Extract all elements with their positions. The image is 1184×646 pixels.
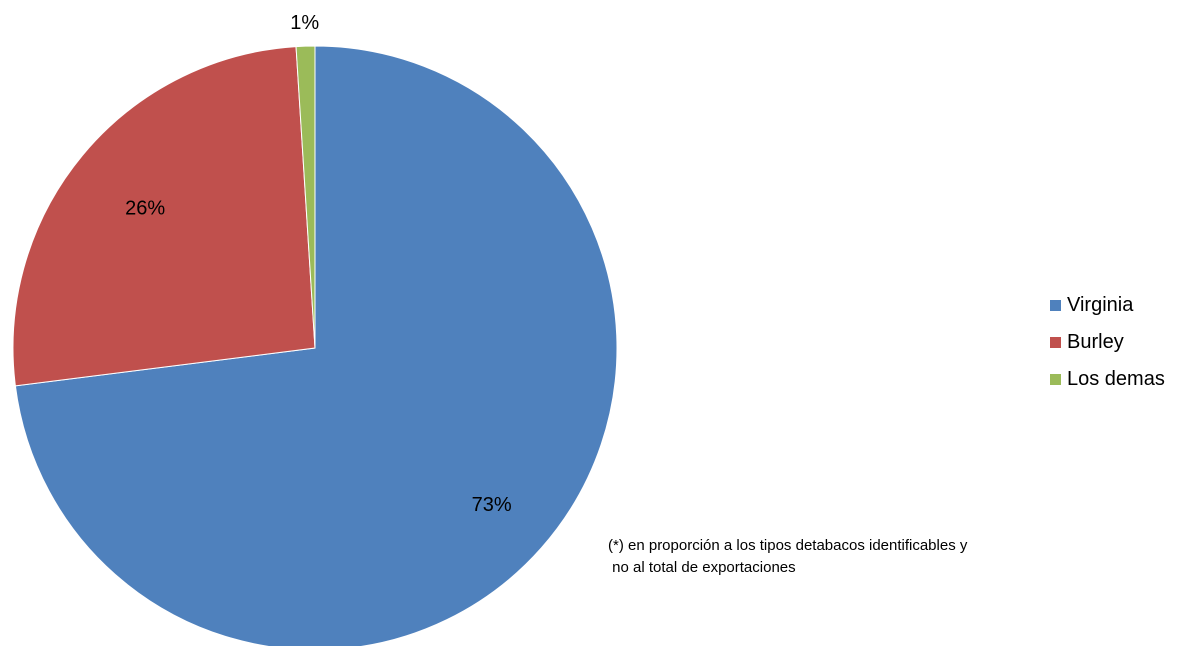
legend-swatch-burley (1050, 337, 1061, 348)
pie-slices (12, 45, 618, 646)
data-label-burley: 26% (125, 197, 165, 219)
legend-item-virginia: Virginia (1050, 287, 1180, 324)
legend-label-burley: Burley (1067, 331, 1124, 353)
pie-slice-los-demas (295, 45, 316, 349)
pie-data-labels: 73% 26% 1% (125, 12, 512, 516)
legend-swatch-los-demas (1050, 374, 1061, 385)
footnote-line-1: (*) en proporción a los tipos detabacos … (608, 537, 968, 554)
data-label-los-demas: 1% (290, 12, 319, 34)
footnote-line-2: no al total de exportaciones (608, 559, 796, 576)
legend-label-virginia: Virginia (1067, 294, 1134, 316)
legend-item-los-demas: Los demas (1050, 361, 1180, 398)
legend-swatch-virginia (1050, 300, 1061, 311)
footnote: (*) en proporción a los tipos detabacos … (608, 535, 1128, 579)
pie-slice-virginia (14, 45, 618, 646)
legend-label-los-demas: Los demas (1067, 368, 1165, 390)
data-label-virginia: 73% (472, 494, 512, 516)
pie-slice-burley (12, 46, 316, 387)
legend: Virginia Burley Los demas (1050, 287, 1180, 398)
legend-item-burley: Burley (1050, 324, 1180, 361)
